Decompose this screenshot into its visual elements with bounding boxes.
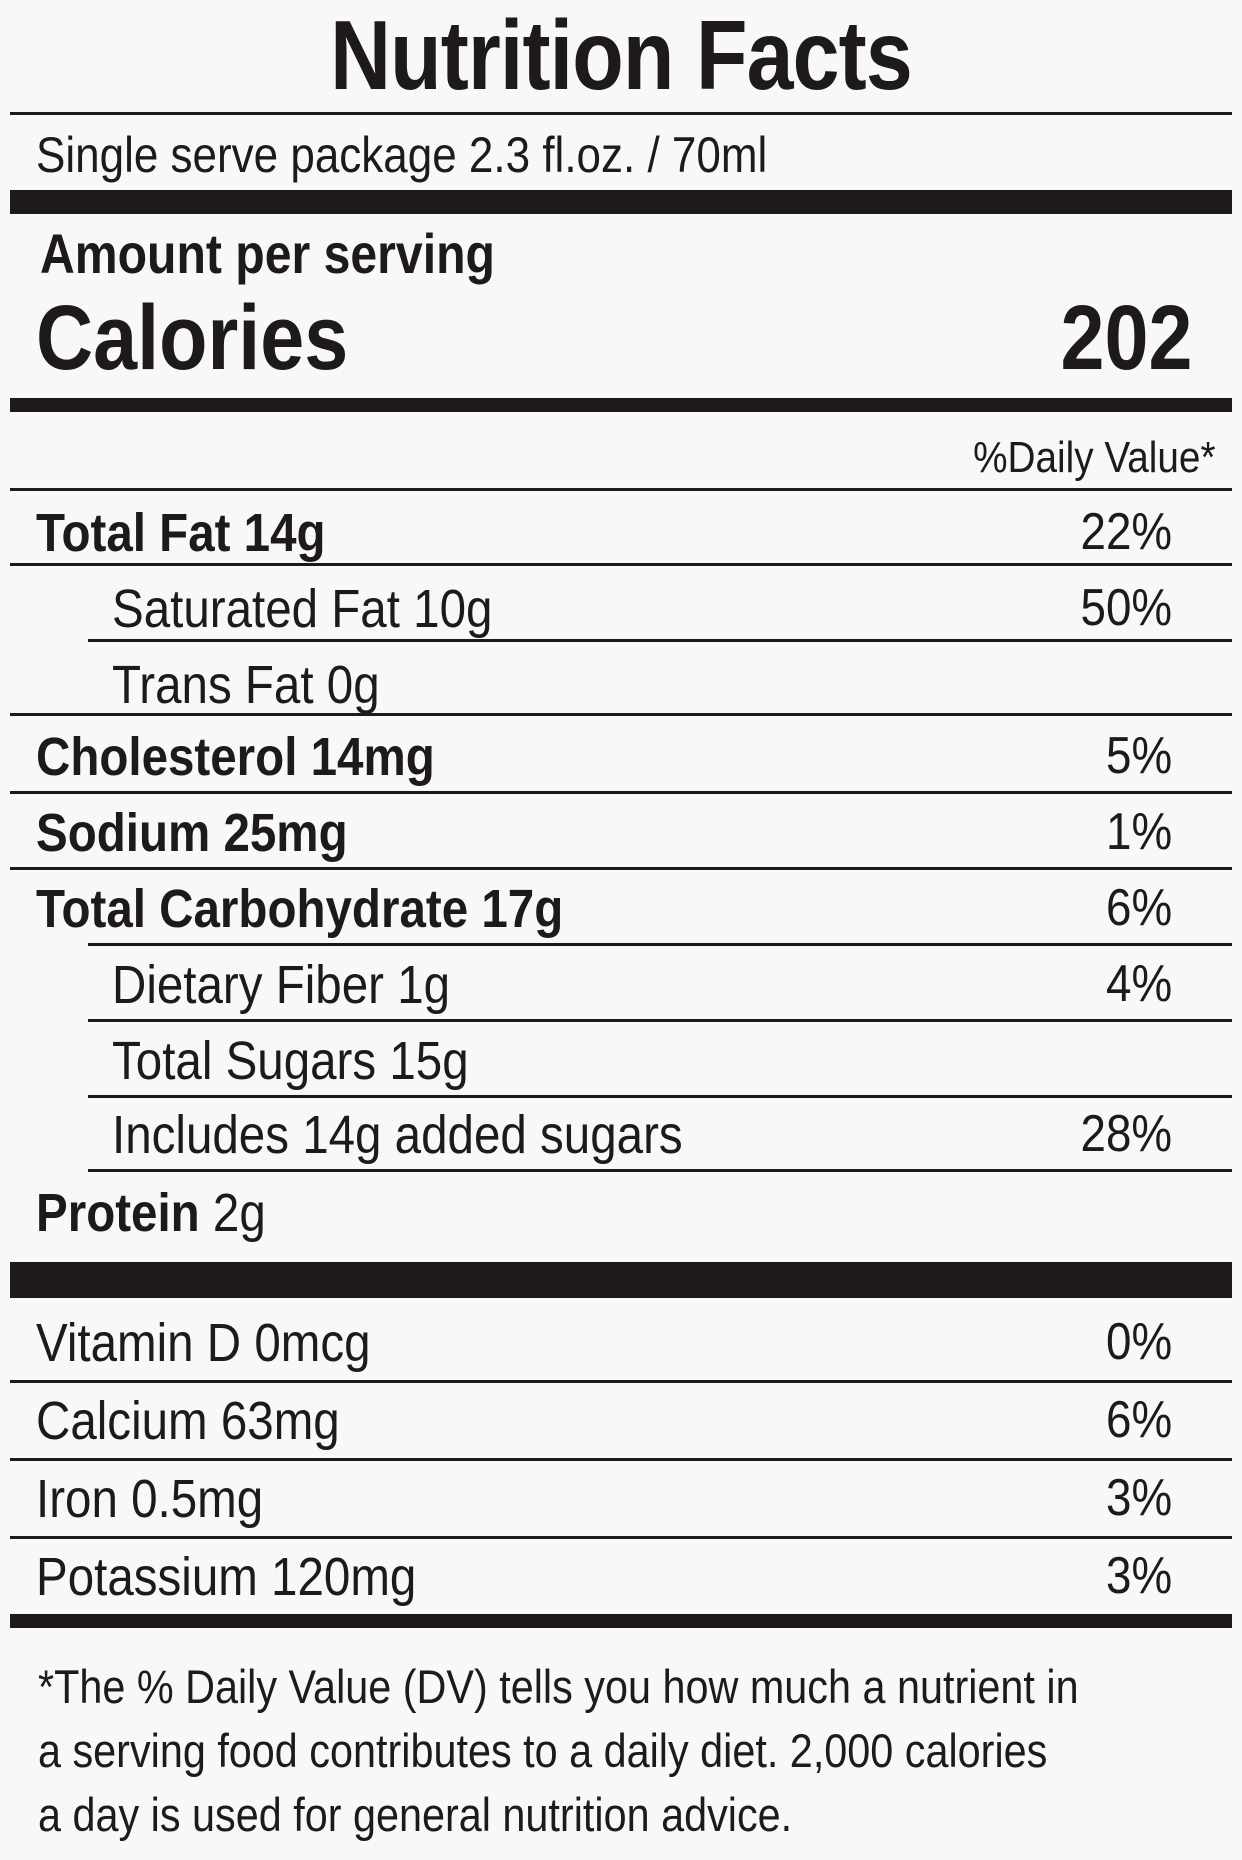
- label-title: Nutrition Facts: [330, 0, 913, 110]
- protein-name: Protein: [36, 1183, 200, 1243]
- added-sugars-text: Includes 14g added sugars: [112, 1105, 683, 1165]
- sodium-row: Sodium 25mg: [36, 806, 348, 860]
- footnote-line-3: a day is used for general nutrition advi…: [38, 1788, 793, 1841]
- protein-row: Protein 2g: [36, 1186, 266, 1240]
- total-fat-row: Total Fat 14g: [36, 506, 326, 560]
- iron-row: Iron 0.5mg: [36, 1469, 264, 1529]
- thick-bar-calories: [10, 398, 1232, 412]
- total-carbohydrate-name: Total Carbohydrate: [36, 879, 469, 939]
- calcium-dv: 6%: [1105, 1391, 1172, 1449]
- row-divider: [10, 867, 1232, 870]
- trans-fat-row: Trans Fat 0g: [112, 658, 380, 712]
- protein-amount: 2g: [212, 1183, 266, 1243]
- added-sugars-row: Includes 14g added sugars: [112, 1108, 683, 1162]
- total-sugars-row: Total Sugars 15g: [112, 1034, 469, 1088]
- sodium-dv: 1%: [1105, 803, 1172, 861]
- footnote-line-2: a serving food contributes to a daily di…: [38, 1724, 1048, 1777]
- cholesterol-amount: 14mg: [310, 727, 435, 787]
- vitamin-d-dv: 0%: [1105, 1313, 1172, 1371]
- cholesterol-row: Cholesterol 14mg: [36, 730, 435, 784]
- potassium-dv: 3%: [1105, 1547, 1172, 1605]
- row-divider: [10, 563, 1232, 566]
- total-sugars-amount: 15g: [389, 1031, 469, 1091]
- row-divider: [10, 1458, 1232, 1461]
- row-divider: [88, 943, 1232, 946]
- thick-bar-vitamins: [10, 1262, 1232, 1298]
- total-carbohydrate-row: Total Carbohydrate 17g: [36, 882, 563, 936]
- trans-fat-name: Trans Fat: [112, 655, 314, 715]
- saturated-fat-amount: 10g: [413, 579, 493, 639]
- calories-value: 202: [1059, 287, 1192, 389]
- row-divider: [88, 1095, 1232, 1098]
- vitamin-d-row: Vitamin D 0mcg: [36, 1313, 371, 1373]
- row-divider: [88, 639, 1232, 642]
- daily-value-header: %Daily Value*: [973, 433, 1216, 482]
- row-divider: [10, 1380, 1232, 1383]
- sodium-amount: 25mg: [223, 803, 348, 863]
- cholesterol-dv: 5%: [1105, 727, 1172, 785]
- thick-bar-top: [10, 190, 1232, 214]
- dietary-fiber-dv: 4%: [1105, 955, 1172, 1013]
- added-sugars-dv: 28%: [1080, 1105, 1172, 1163]
- total-sugars-name: Total Sugars: [112, 1031, 377, 1091]
- total-fat-amount: 14g: [243, 503, 326, 563]
- total-carbohydrate-dv: 6%: [1105, 879, 1172, 937]
- serving-size: Single serve package 2.3 fl.oz. / 70ml: [36, 127, 768, 183]
- row-divider: [10, 713, 1232, 716]
- amount-per-serving: Amount per serving: [40, 222, 495, 285]
- dietary-fiber-row: Dietary Fiber 1g: [112, 958, 450, 1012]
- total-carbohydrate-amount: 17g: [481, 879, 564, 939]
- sodium-name: Sodium: [36, 803, 211, 863]
- row-divider: [10, 1536, 1232, 1539]
- calcium-row: Calcium 63mg: [36, 1391, 340, 1451]
- dv-divider: [10, 488, 1232, 491]
- footnote: *The % Daily Value (DV) tells you how mu…: [38, 1655, 1182, 1847]
- trans-fat-amount: 0g: [326, 655, 380, 715]
- total-fat-dv: 22%: [1080, 503, 1172, 561]
- title-divider: [10, 112, 1232, 115]
- saturated-fat-dv: 50%: [1080, 579, 1172, 637]
- row-divider: [10, 791, 1232, 794]
- row-divider: [88, 1169, 1232, 1172]
- iron-dv: 3%: [1105, 1469, 1172, 1527]
- cholesterol-name: Cholesterol: [36, 727, 298, 787]
- saturated-fat-name: Saturated Fat: [112, 579, 400, 639]
- dietary-fiber-name: Dietary Fiber: [112, 955, 384, 1015]
- total-fat-name: Total Fat: [36, 503, 231, 563]
- footnote-line-1: *The % Daily Value (DV) tells you how mu…: [38, 1660, 1079, 1713]
- calories-label: Calories: [36, 287, 349, 389]
- saturated-fat-row: Saturated Fat 10g: [112, 582, 492, 636]
- thick-bar-bottom: [10, 1614, 1232, 1628]
- row-divider: [88, 1019, 1232, 1022]
- nutrition-facts-label: Nutrition Facts Single serve package 2.3…: [10, 0, 1232, 1860]
- dietary-fiber-amount: 1g: [397, 955, 451, 1015]
- potassium-row: Potassium 120mg: [36, 1547, 417, 1607]
